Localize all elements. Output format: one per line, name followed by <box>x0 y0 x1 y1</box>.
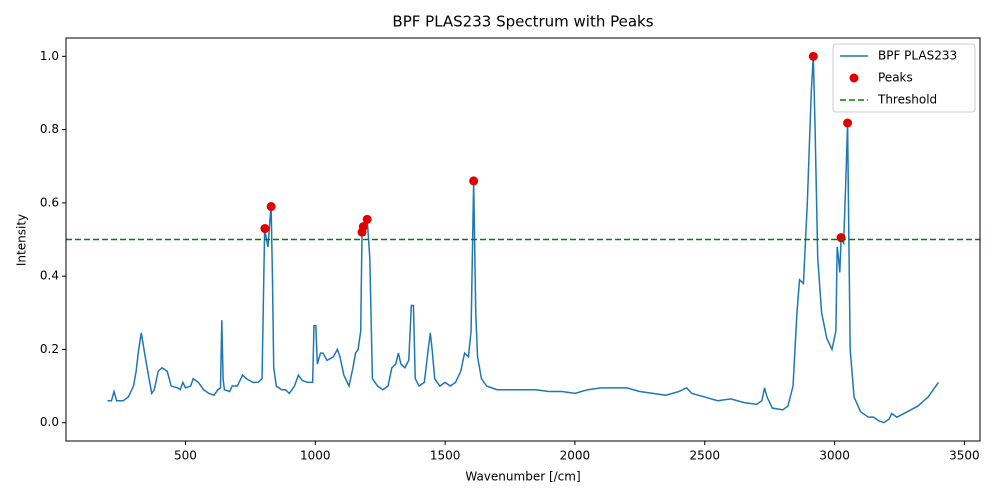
y-tick-label: 0.4 <box>40 269 59 283</box>
legend-label: Peaks <box>878 71 913 85</box>
x-tick-label: 2500 <box>689 449 720 463</box>
peak-point <box>266 202 276 212</box>
x-axis-label: Wavenumber [/cm] <box>465 470 580 484</box>
x-tick-label: 3500 <box>949 449 980 463</box>
legend-label: BPF PLAS233 <box>878 49 957 63</box>
legend-marker <box>849 73 859 83</box>
peak-point <box>358 222 368 232</box>
peak-point <box>362 214 372 224</box>
legend-box <box>832 43 976 113</box>
peak-point <box>843 118 853 128</box>
y-tick-label: 1.0 <box>40 49 59 63</box>
y-tick-label: 0.6 <box>40 195 59 209</box>
x-tick-label: 2000 <box>560 449 591 463</box>
peak-point <box>469 176 479 186</box>
y-axis-label: Intensity <box>15 214 29 266</box>
x-tick-label: 1500 <box>430 449 461 463</box>
y-tick-label: 0.8 <box>40 122 59 136</box>
axes-frame <box>65 37 981 442</box>
x-tick-label: 3000 <box>819 449 850 463</box>
legend-label: Threshold <box>877 93 937 107</box>
peak-point <box>808 51 818 61</box>
spectrum-line <box>107 56 940 424</box>
y-tick-label: 0.2 <box>40 342 59 356</box>
y-tick-label: 0.0 <box>40 415 59 429</box>
peak-point <box>836 233 846 243</box>
peak-point <box>260 224 270 234</box>
chart-title: BPF PLAS233 Spectrum with Peaks <box>392 13 653 31</box>
x-tick-label: 500 <box>174 449 197 463</box>
x-tick-label: 1000 <box>300 449 331 463</box>
